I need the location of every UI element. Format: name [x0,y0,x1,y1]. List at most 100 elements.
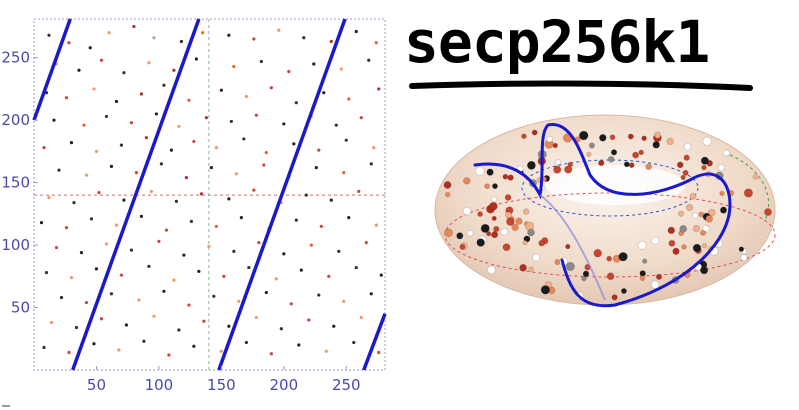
torus-point [638,149,645,156]
scatter-chart: 50 100 150 200 250 50 100 150 200 250 [1,18,387,407]
data-point [354,265,358,270]
data-point [232,249,236,253]
data-point [162,289,166,293]
data-point [67,41,71,45]
data-point [292,142,296,146]
data-point [124,323,129,327]
data-point [374,223,378,227]
torus-point [606,272,615,281]
torus-point [628,162,635,169]
data-point [229,119,233,124]
data-point [122,71,126,75]
torus-point [607,155,615,163]
torus-point [593,248,603,258]
data-point [52,118,56,122]
data-point [204,116,208,120]
torus-point [701,242,708,249]
torus-curve [473,123,732,308]
torus-point [540,285,551,295]
data-point [342,299,346,303]
torus-point [586,151,592,158]
data-point [369,292,373,296]
torus-dash-blue [521,159,699,217]
torus-point [519,263,528,272]
data-point [374,41,378,45]
data-point [344,138,348,142]
torus-point [522,240,528,246]
data-point [134,171,139,175]
torus-point [627,133,634,140]
y-tick-label: 100 [1,236,30,254]
torus-point [456,232,464,240]
torus-point [679,224,688,234]
torus-point [505,217,515,226]
torus-point [491,183,499,190]
data-point [42,146,46,150]
data-point [47,196,51,200]
data-point [212,294,216,298]
data-point [177,124,181,129]
data-point [334,123,338,127]
data-point [88,46,92,50]
torus-point [565,243,571,250]
data-point [92,87,96,91]
torus-point [645,163,653,171]
data-point [379,273,383,277]
data-point [84,300,89,305]
data-point [254,113,258,117]
data-point [77,68,81,72]
data-point [84,173,89,177]
data-point [152,314,156,318]
torus-point [552,142,559,149]
data-point [294,101,298,105]
data-point [42,345,46,350]
data-point [219,349,223,353]
data-point [304,193,308,197]
y-tick-label: 50 [11,299,30,317]
torus-point [700,156,710,165]
data-point [352,340,356,345]
data-point [244,94,248,99]
torus-point [620,287,627,295]
data-point [257,240,261,245]
torus-point [717,164,725,172]
data-point [317,148,321,152]
data-point [97,191,101,195]
data-point [74,325,79,330]
torus-dash-red [444,192,776,278]
data-point [377,87,381,91]
data-point [152,36,156,40]
torus-point [507,174,514,181]
data-point [44,270,49,275]
torus-point [682,169,689,176]
data-point [99,317,104,321]
torus-point [511,223,519,232]
data-point [109,292,114,296]
torus-point [581,275,587,282]
data-point [274,277,278,281]
series-line-3 [217,18,347,371]
data-point [122,198,126,202]
data-point [114,99,119,104]
torus-point [637,240,647,250]
data-point [279,327,283,331]
data-point [117,348,121,352]
torus-point [443,180,452,190]
data-point [142,339,146,343]
data-point [347,97,351,101]
torus-point [502,173,509,180]
data-point [297,343,301,347]
data-point [154,112,159,116]
torus-point [689,192,697,200]
torus-point [677,210,685,217]
torus-point [683,154,691,162]
data-point [209,166,213,170]
data-point [214,224,218,228]
torus-point [565,261,576,272]
series-line-2 [71,18,201,371]
data-point [324,349,328,353]
torus-point [651,236,660,245]
data-point [262,163,266,167]
data-point [69,275,74,280]
series-line-4 [362,313,387,371]
